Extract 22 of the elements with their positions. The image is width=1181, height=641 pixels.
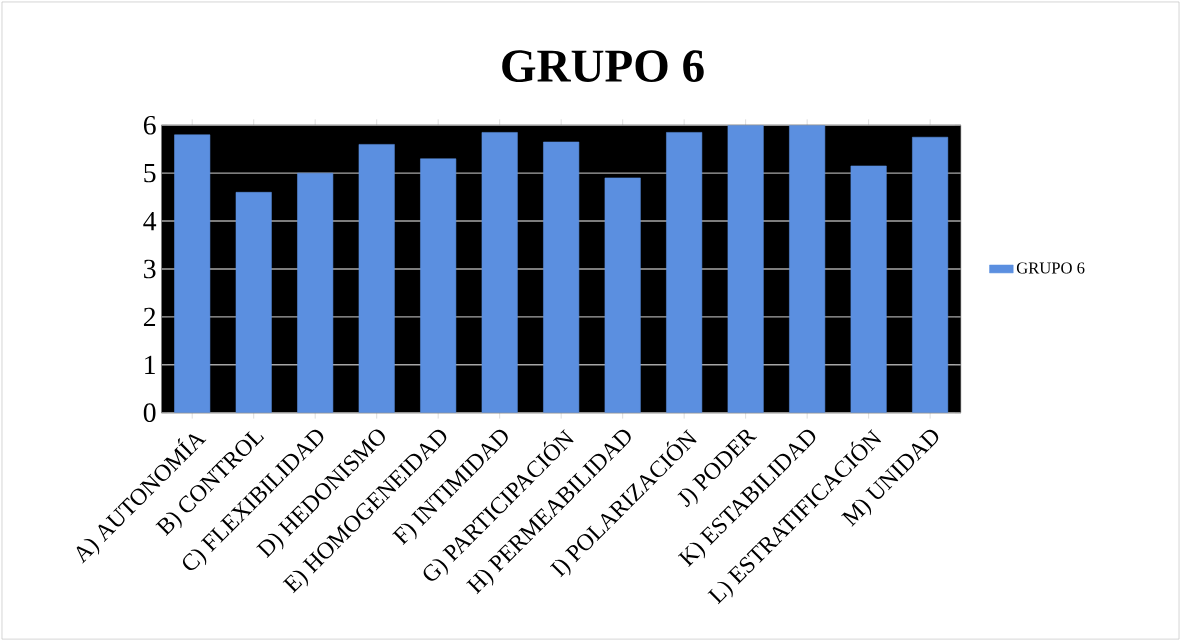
bar	[789, 125, 826, 413]
bar	[727, 125, 764, 413]
y-tick-label: 2	[143, 307, 156, 326]
bar	[420, 158, 457, 413]
legend-label: GRUPO 6	[1016, 262, 1085, 274]
bar	[543, 141, 580, 413]
y-tick-label: 0	[143, 403, 156, 422]
bar	[481, 132, 518, 413]
y-tick-label: 5	[144, 163, 156, 183]
bar	[174, 134, 211, 413]
bar	[235, 191, 272, 413]
chart-title: GRUPO 6	[502, 50, 704, 82]
bar	[912, 136, 949, 413]
y-tick-label: 3	[144, 259, 156, 279]
y-tick-label: 1	[145, 355, 155, 374]
y-tick-label: 6	[143, 115, 156, 135]
bar	[666, 132, 703, 413]
bar	[297, 172, 334, 413]
y-tick-label: 4	[143, 211, 157, 231]
bar	[358, 144, 395, 413]
bar	[604, 177, 641, 413]
bar	[850, 165, 887, 413]
